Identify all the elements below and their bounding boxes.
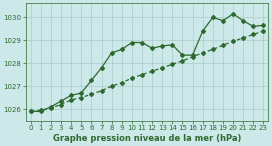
X-axis label: Graphe pression niveau de la mer (hPa): Graphe pression niveau de la mer (hPa) xyxy=(53,134,241,142)
